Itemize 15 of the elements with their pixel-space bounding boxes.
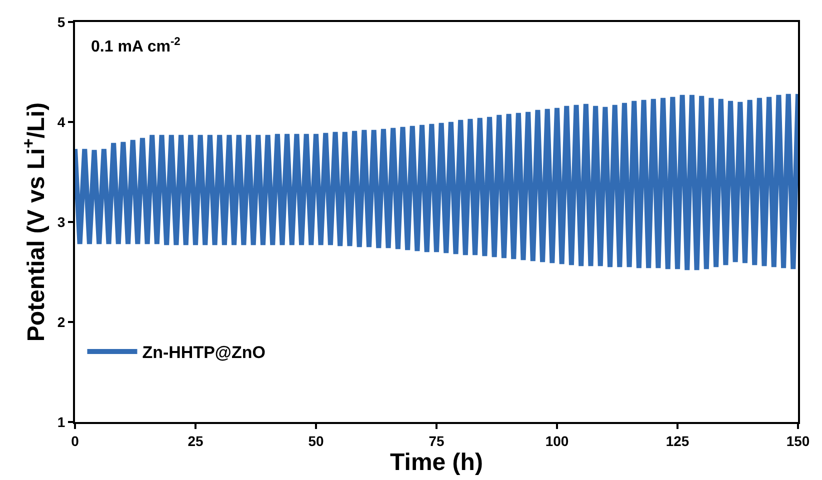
x-tick-label: 0: [71, 432, 80, 449]
y-tick-label: 5: [57, 14, 66, 30]
x-tick-label: 150: [786, 432, 810, 449]
y-tick-label: 1: [57, 414, 66, 430]
y-tick-label: 3: [57, 214, 66, 230]
x-tick-label: 100: [545, 432, 569, 449]
x-tick-label: 50: [308, 432, 324, 449]
x-tick-label: 125: [666, 432, 690, 449]
y-tick-label: 4: [57, 114, 66, 130]
x-axis-title: Time (h): [390, 448, 483, 476]
x-tick-label: 25: [188, 432, 204, 449]
y-tick-label: 2: [57, 314, 66, 330]
x-tick-label: 75: [428, 432, 444, 449]
legend-label: Zn-HHTP@ZnO: [142, 343, 266, 362]
annotation: 0.1 mA cm$^{-2}$: [91, 36, 180, 56]
